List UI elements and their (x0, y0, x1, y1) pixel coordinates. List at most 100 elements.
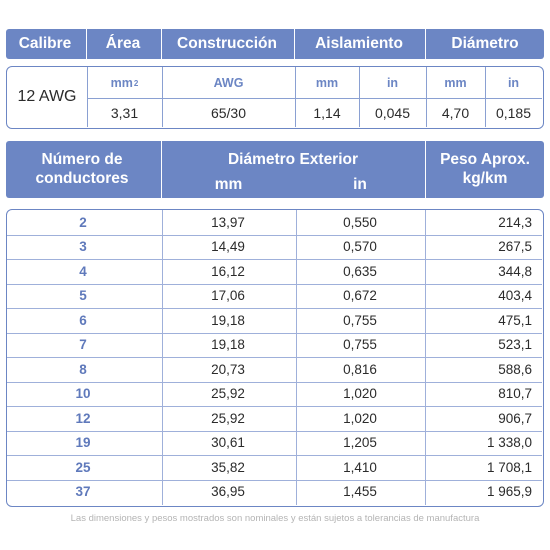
diameter-in: 1,410 (343, 459, 377, 475)
header-in: in (353, 176, 367, 193)
header-mm: mm (214, 176, 243, 193)
diameter-in: 1,205 (343, 435, 377, 451)
table-header-bar: Número de conductores Diámetro Exterior … (6, 141, 544, 198)
header-diametro: Diámetro (451, 35, 519, 52)
header-conductores-line2: conductores (35, 170, 129, 187)
diametro-mm-unit: mm (444, 76, 467, 90)
header-divider (294, 29, 295, 59)
weight-kg-km: 810,7 (498, 386, 532, 402)
header-peso-line1: Peso Aprox. (440, 151, 530, 168)
header-calibre: Calibre (18, 35, 72, 52)
conductor-count: 25 (75, 459, 91, 475)
header-construccion: Construcción (177, 35, 277, 52)
diameter-mm: 13,97 (211, 214, 245, 230)
weight-kg-km: 906,7 (498, 410, 532, 426)
header-divider (86, 29, 87, 59)
table-row: 8 20,73 0,816 588,6 (7, 357, 542, 383)
header-divider (161, 29, 162, 59)
diameter-mm: 14,49 (211, 239, 245, 255)
diameter-in: 1,020 (343, 410, 377, 426)
row-divider (7, 479, 542, 481)
table-row: 2 13,97 0,550 214,3 (7, 210, 542, 236)
diameter-in: 0,816 (343, 361, 377, 377)
spec-divider (162, 67, 163, 127)
diameter-mm: 25,92 (211, 410, 245, 426)
table-row: 4 16,12 0,635 344,8 (7, 259, 542, 285)
area-unit-sup: 2 (133, 78, 139, 88)
diameter-mm: 19,18 (211, 337, 245, 353)
weight-kg-km: 588,6 (498, 361, 532, 377)
weight-kg-km: 523,1 (498, 337, 532, 353)
table-row: 3 14,49 0,570 267,5 (7, 235, 542, 260)
aislamiento-mm-unit: mm (315, 76, 339, 90)
weight-kg-km: 475,1 (498, 312, 532, 328)
diameter-in: 0,635 (343, 263, 377, 279)
area-unit: mm 2 (87, 70, 162, 96)
diameter-in: 0,672 (343, 288, 377, 304)
construccion-value: 65/30 (210, 105, 247, 121)
row-divider (7, 332, 542, 334)
row-divider (7, 308, 542, 309)
diameter-in: 1,455 (343, 484, 377, 500)
diameter-mm: 36,95 (211, 484, 245, 500)
header-peso-line2: kg/km (462, 170, 508, 187)
spec-divider (426, 67, 427, 127)
header-aislamiento: Aislamiento (315, 35, 403, 52)
conductor-count: 2 (79, 214, 87, 230)
diameter-in: 0,755 (343, 337, 377, 353)
conductor-count: 10 (75, 386, 91, 402)
diameter-mm: 25,92 (211, 386, 245, 402)
table-row: 10 25,92 1,020 810,7 (7, 382, 542, 407)
spec-box: 12 AWG mm 2 AWG mm in mm in 3,31 65/30 1,… (6, 66, 544, 129)
diameter-in: 0,570 (343, 239, 377, 255)
weight-kg-km: 344,8 (498, 263, 532, 279)
spec-row-divider (87, 98, 542, 99)
header-conductores-line1: Número de (41, 151, 123, 168)
diameter-mm: 17,06 (211, 288, 245, 304)
weight-kg-km: 1 708,1 (486, 459, 532, 475)
conductor-count: 37 (75, 484, 91, 500)
diameter-in: 0,550 (343, 214, 377, 230)
gauge-value: 12 AWG (17, 88, 77, 105)
aislamiento-in-unit: in (386, 76, 399, 90)
conductor-count: 6 (79, 312, 87, 328)
weight-kg-km: 1 965,9 (486, 484, 532, 500)
header-area: Área (105, 35, 141, 52)
spec-divider (485, 67, 486, 127)
table-row: 7 19,18 0,755 523,1 (7, 333, 542, 358)
diameter-mm: 35,82 (211, 459, 245, 475)
table-row: 6 19,18 0,755 475,1 (7, 308, 542, 334)
row-divider (7, 234, 542, 236)
header-diametro-exterior: Diámetro Exterior (227, 151, 359, 168)
diametro-in-unit: in (507, 76, 520, 90)
conductor-count: 8 (79, 361, 87, 377)
conductor-count: 4 (79, 263, 87, 279)
weight-kg-km: 403,4 (498, 288, 532, 304)
weight-kg-km: 1 338,0 (486, 435, 532, 451)
spec-divider (295, 67, 296, 127)
header-divider (425, 141, 426, 198)
conductor-count: 3 (79, 239, 87, 255)
row-divider (7, 283, 542, 285)
conductor-count: 12 (75, 410, 91, 426)
conductor-count: 19 (75, 435, 91, 451)
area-unit-text: mm (110, 76, 133, 90)
weight-kg-km: 267,5 (498, 239, 532, 255)
aislamiento-in-value: 0,045 (374, 105, 411, 121)
diameter-mm: 19,18 (211, 312, 245, 328)
area-value: 3,31 (110, 105, 139, 121)
weight-kg-km: 214,3 (498, 214, 532, 230)
row-divider (7, 430, 542, 432)
diameter-mm: 30,61 (211, 435, 245, 451)
spec-divider (359, 67, 360, 127)
row-divider (7, 381, 542, 383)
table-row: 19 30,61 1,205 1 338,0 (7, 431, 542, 456)
diameter-in: 1,020 (343, 386, 377, 402)
conductor-count: 7 (79, 337, 87, 353)
diametro-in-value: 0,185 (495, 105, 532, 121)
header-divider (161, 141, 162, 198)
diametro-mm-value: 4,70 (441, 105, 470, 121)
table-row: 37 36,95 1,455 1 965,9 (7, 480, 542, 505)
diameter-in: 0,755 (343, 312, 377, 328)
aislamiento-mm-value: 1,14 (313, 105, 341, 121)
